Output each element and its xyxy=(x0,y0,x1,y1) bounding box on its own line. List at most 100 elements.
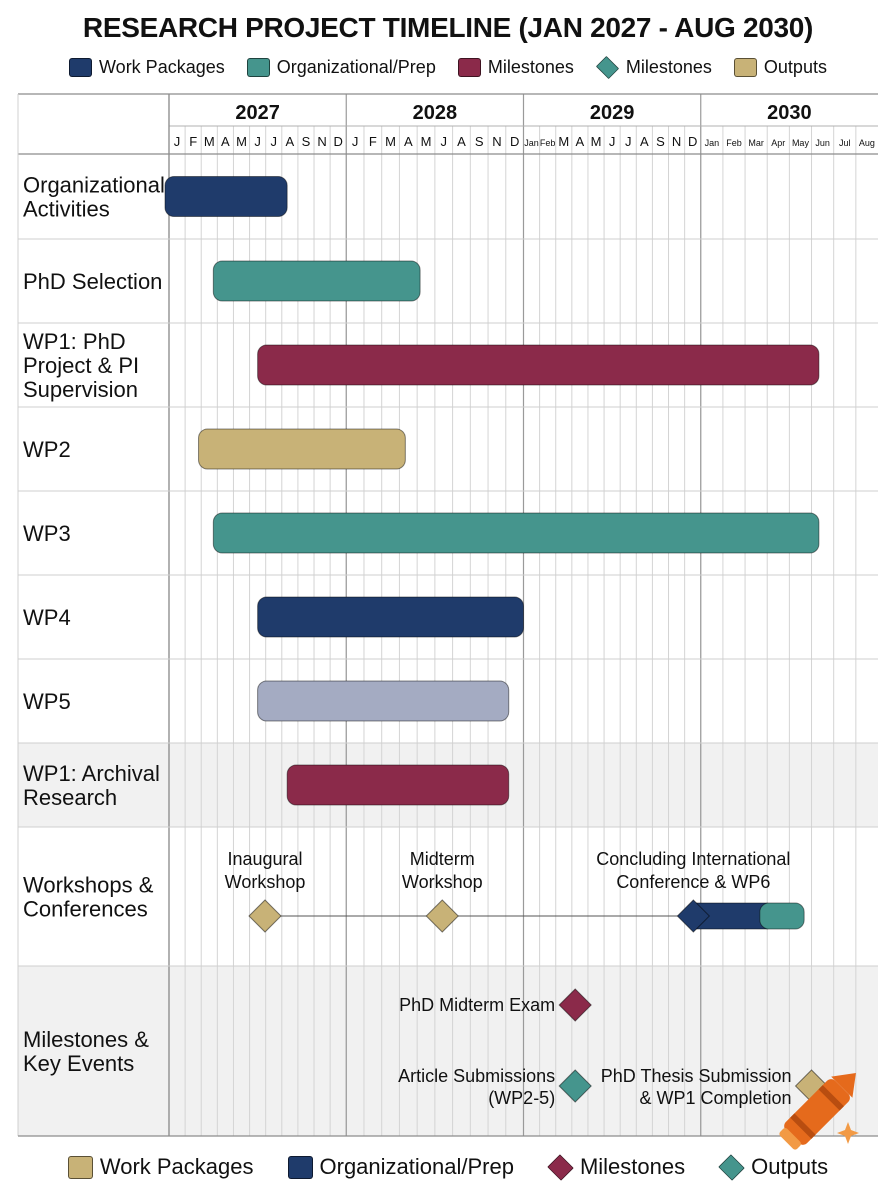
event-label: Midterm xyxy=(410,849,475,869)
month-label: M xyxy=(204,134,215,149)
gantt-chart: J F M A M J J A S N D J F M A M J A S N D Jan Feb M A M J J A S N D Jan F… xyxy=(17,93,878,1137)
row-label: Project & PI xyxy=(23,353,139,378)
month-label: N xyxy=(492,134,501,149)
month-label: May xyxy=(792,138,810,148)
event-diamond-marker xyxy=(248,899,282,933)
row-label: Activities xyxy=(23,197,110,222)
row-label: WP5 xyxy=(23,689,71,714)
month-label: Jul xyxy=(839,138,851,148)
row-label: Milestones & xyxy=(23,1027,149,1052)
legend-bottom: Work Packages Organizational/Prep Mileston… xyxy=(0,1153,896,1181)
month-label: N xyxy=(317,134,326,149)
month-label: M xyxy=(385,134,396,149)
legend-top-item: Outputs xyxy=(733,57,827,78)
legend-swatch-icon xyxy=(547,1153,574,1181)
legend-label: Milestones xyxy=(579,1154,686,1179)
milestone-label: & WP1 Completion xyxy=(639,1088,791,1108)
month-label: J xyxy=(625,134,632,149)
month-label: J xyxy=(174,134,181,149)
legend-swatch-icon xyxy=(69,58,93,77)
timeline-bar xyxy=(198,428,406,470)
month-label: J xyxy=(609,134,616,149)
month-label: Jan xyxy=(705,138,720,148)
row-label: Key Events xyxy=(23,1051,134,1076)
month-label: M xyxy=(558,134,569,149)
milestone-diamond-marker xyxy=(558,988,592,1022)
year-label: 2028 xyxy=(413,102,458,124)
row-label: WP1: Archival xyxy=(23,761,160,786)
legend-top-item: Milestones xyxy=(457,57,574,78)
month-label: S xyxy=(302,134,311,149)
legend-bottom-item: Work Packages xyxy=(67,1154,254,1180)
legend-top-item: Work Packages xyxy=(69,57,225,78)
event-label: Workshop xyxy=(402,872,483,892)
month-label: F xyxy=(189,134,197,149)
legend-label: Organizational/Prep xyxy=(319,1154,514,1179)
month-label: Feb xyxy=(726,138,742,148)
legend-bottom-item: Milestones xyxy=(547,1153,686,1181)
event-diamond-marker xyxy=(425,899,459,933)
month-label: F xyxy=(369,134,377,149)
row-label: PhD Selection xyxy=(23,269,162,294)
legend-label: Outputs xyxy=(763,57,827,77)
month-label: Aug xyxy=(859,138,875,148)
row-label: WP3 xyxy=(23,521,71,546)
month-label: A xyxy=(576,134,585,149)
legend-label: Milestones xyxy=(487,57,574,77)
chart-title: RESEARCH PROJECT TIMELINE (JAN 2027 - AU… xyxy=(82,12,814,43)
month-label: M xyxy=(421,134,432,149)
month-label: Apr xyxy=(771,138,785,148)
timeline-bar xyxy=(212,260,421,302)
month-label: D xyxy=(688,134,697,149)
year-label: 2027 xyxy=(235,102,280,124)
timeline-bar xyxy=(257,344,820,386)
row-label: Organizational xyxy=(23,173,165,198)
row-label: WP2 xyxy=(23,437,71,462)
month-label: A xyxy=(404,134,413,149)
milestone-label: PhD Thesis Submission xyxy=(601,1066,792,1086)
legend-swatch-icon xyxy=(457,58,481,77)
legend-swatch-icon xyxy=(246,58,270,77)
row-label: Conferences xyxy=(23,897,148,922)
milestone-label: (WP2-5) xyxy=(488,1088,555,1108)
month-label: Jan xyxy=(524,138,539,148)
month-label: J xyxy=(352,134,359,149)
row-label: Workshops & xyxy=(23,873,154,898)
timeline-bar xyxy=(257,680,510,722)
timeline-bar xyxy=(759,902,805,930)
month-label: J xyxy=(440,134,447,149)
legend-label: Milestones xyxy=(625,57,712,77)
month-label: D xyxy=(333,134,342,149)
event-label: Concluding International xyxy=(596,849,790,869)
legend-swatch-icon xyxy=(733,58,757,77)
timeline-bar xyxy=(164,176,288,217)
legend-swatch-icon xyxy=(287,1155,313,1179)
year-label: 2029 xyxy=(590,102,635,124)
month-label: A xyxy=(640,134,649,149)
month-label: Mar xyxy=(748,138,764,148)
event-diamond-marker xyxy=(676,899,711,933)
milestone-diamond-marker xyxy=(558,1069,592,1103)
legend-bottom-item: Outputs xyxy=(718,1153,829,1181)
month-label: J xyxy=(270,134,277,149)
row-label: Research xyxy=(23,785,117,810)
event-label: Conference & WP6 xyxy=(616,872,770,892)
month-label: A xyxy=(286,134,295,149)
month-label: J xyxy=(254,134,261,149)
legend-label: Organizational/Prep xyxy=(276,57,436,77)
month-label: S xyxy=(656,134,665,149)
milestone-label: Article Submissions xyxy=(398,1066,555,1086)
month-label: M xyxy=(591,134,602,149)
legend-swatch-icon xyxy=(67,1155,93,1179)
legend-label: Work Packages xyxy=(99,57,225,77)
legend-label: Work Packages xyxy=(99,1154,254,1179)
legend-swatch-icon xyxy=(718,1153,745,1181)
month-label: N xyxy=(672,134,681,149)
timeline-bar xyxy=(212,512,820,554)
month-label: A xyxy=(457,134,466,149)
row-label: WP4 xyxy=(23,605,71,630)
month-label: D xyxy=(510,134,519,149)
row-shade xyxy=(18,966,878,1136)
legend-top-item: Organizational/Prep xyxy=(246,57,436,78)
legend-label: Outputs xyxy=(751,1154,829,1179)
